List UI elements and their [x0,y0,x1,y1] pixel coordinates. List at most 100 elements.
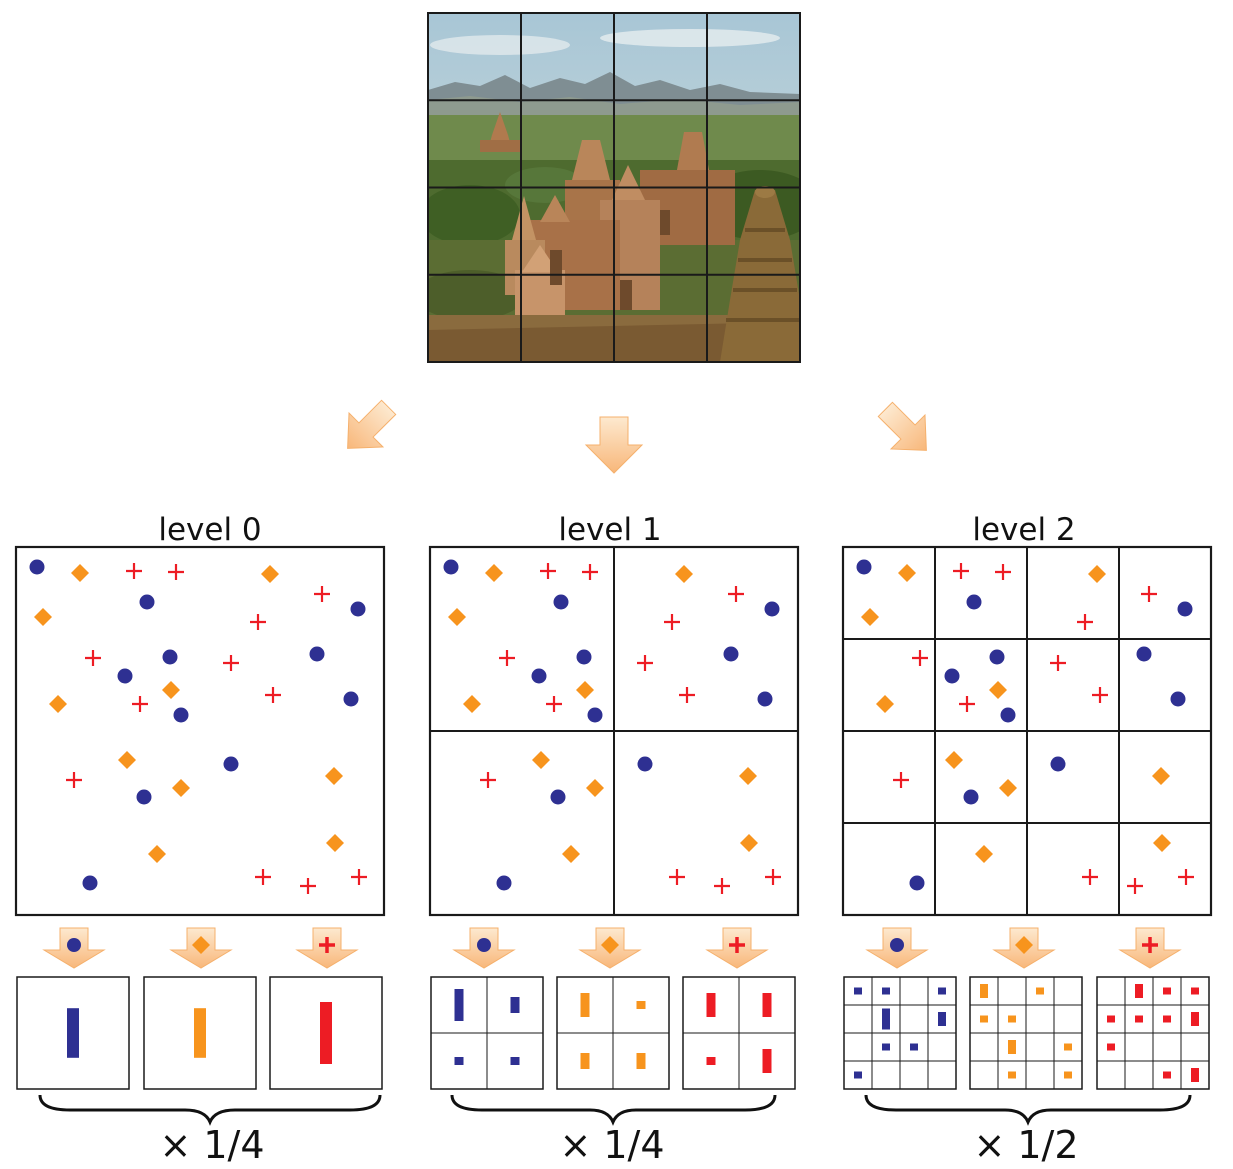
circle-histogram-bar [454,1057,464,1065]
histogram-arrows [42,927,1182,969]
diamond-feature [1153,834,1171,852]
cross-feature [66,772,82,788]
diamond-feature [261,565,279,583]
diamond-histogram-bar [1064,1043,1072,1051]
circle-feature [1170,691,1186,707]
cross-feature [728,586,744,602]
diamond-feature [999,779,1017,797]
cross-feature [351,869,367,885]
diamond-feature [49,695,67,713]
level-1-title: level 1 [558,512,661,548]
circle-histogram-bar [882,987,890,995]
cross-feature [126,563,142,579]
cross-feature [499,650,515,666]
diamond-feature [740,834,758,852]
level-0-weight: × 1/4 [159,1123,264,1167]
diamond-feature [1088,565,1106,583]
brace-level-1 [450,1094,777,1126]
cross-histogram-bar [706,1057,716,1065]
cross-histogram-bar [320,1002,332,1064]
circle-feature [966,594,982,610]
diamond-histogram-bar [1064,1071,1072,1079]
cross-histogram-bar [706,993,716,1017]
circle-feature [117,668,133,684]
cross-feature [912,650,928,666]
circle-feature [136,789,152,805]
cross-feature [546,696,562,712]
diamond-glyph [192,936,210,954]
circle-histogram-bar [454,989,464,1021]
cross-feature [669,869,685,885]
circle-feature [139,594,155,610]
cross-feature [995,564,1011,580]
cross-histogram-bar [762,1049,772,1073]
cross-feature [314,586,330,602]
cross-feature [300,878,316,894]
circle-feature [856,559,872,575]
cross-feature [255,869,271,885]
diamond-feature [898,564,916,582]
cross-histogram-bar [1163,1015,1171,1023]
cross-histogram-bar [1191,987,1199,995]
circle-feature [531,668,547,684]
level-0-panel [14,545,386,917]
circle-histogram-bar [938,987,946,995]
diamond-feature [876,695,894,713]
diamond-feature [463,695,481,713]
circle-feature [757,691,773,707]
circle-feature [1000,707,1016,723]
diamond-feature [945,751,963,769]
circle-histogram-bar [510,997,520,1013]
diamond-feature [71,564,89,582]
cross-histogram-bar [1135,984,1143,998]
cross-feature [250,614,266,630]
diamond-histogram-bar [1008,1040,1016,1054]
level-2-weight: × 1/2 [973,1123,1078,1167]
cross-histogram-bar [1191,1012,1199,1026]
diamond-feature [975,845,993,863]
diamond-feature [675,565,693,583]
cross-histogram-bar [1163,987,1171,995]
cross-feature [1082,869,1098,885]
cross-glyph [1142,937,1158,953]
arrow-down-right-icon [877,401,927,451]
circle-feature [82,875,98,891]
circle-histogram-bar [882,1043,890,1051]
circle-feature [350,601,366,617]
diamond-histogram-bar [980,1015,988,1023]
cross-feature [1178,869,1194,885]
diamond-histogram-bar [194,1008,206,1058]
diamond-feature [532,751,550,769]
circle-histogram-bar [938,1012,946,1026]
cross-feature [582,564,598,580]
diamond-histogram-bar [580,1053,590,1069]
circle-feature [723,646,739,662]
cross-glyph [729,937,745,953]
diamond-histogram-bar [1008,1015,1016,1023]
cross-glyph [319,937,335,953]
cross-feature [132,696,148,712]
cross-histogram-bar [1163,1071,1171,1079]
circle-histogram-bar [510,1057,520,1065]
diamond-feature [485,564,503,582]
diamond-feature [739,767,757,785]
circle-feature [309,646,325,662]
diamond-feature [34,608,52,626]
cross-histogram-bar [1107,1015,1115,1023]
circle-feature [173,707,189,723]
arrow-down-icon [584,416,644,474]
circle-histogram-bar [882,1008,890,1030]
cross-feature [1077,614,1093,630]
cross-histogram-bar [1135,1015,1143,1023]
diamond-histogram-bar [1036,987,1044,995]
level-2-title: level 2 [972,512,1075,548]
circle-feature [223,756,239,772]
cross-feature [714,878,730,894]
circle-feature [989,649,1005,665]
diamond-histogram-bar [580,993,590,1017]
level-2-panel [841,545,1213,917]
photo-grid-lines [428,13,800,362]
circle-feature [162,649,178,665]
scene-photo [428,13,800,362]
